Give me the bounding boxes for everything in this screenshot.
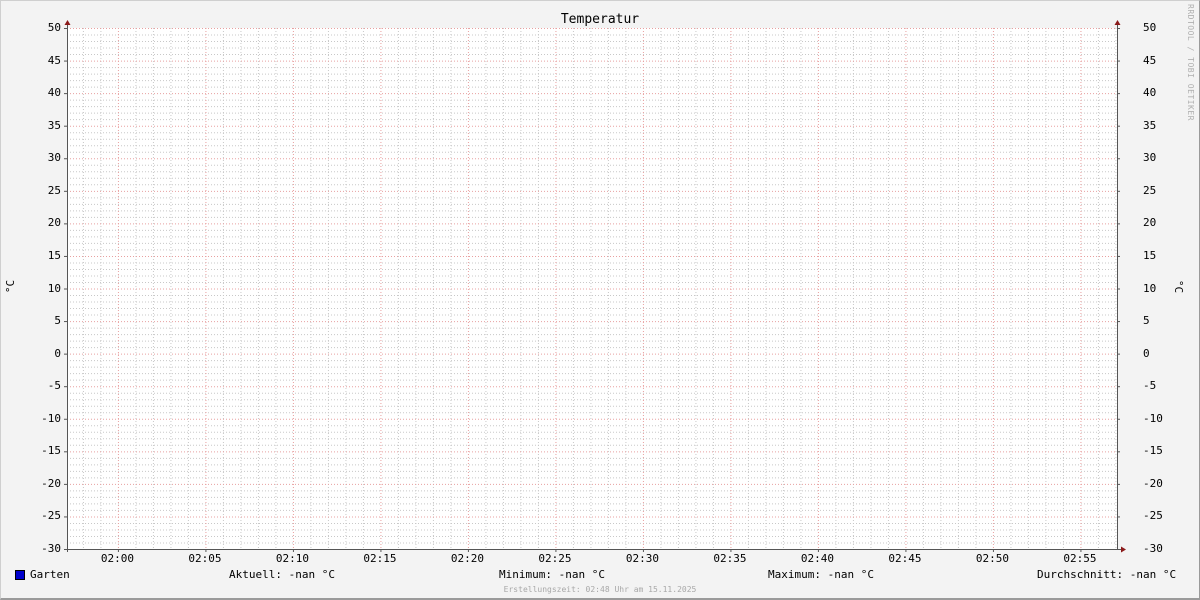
x-tick-label: 02:20 [450, 552, 485, 565]
y-tick-label-left: 5 [54, 314, 61, 328]
y-tick-label-right: 10 [1143, 281, 1157, 295]
y-tick-label-left: -30 [41, 542, 61, 555]
y-tick-label-right: -30 [1143, 542, 1163, 555]
x-tick-label: 02:05 [188, 552, 222, 565]
x-tick-label: 02:35 [713, 552, 747, 565]
legend-average: Durchschnitt: -nan °C [1037, 568, 1177, 581]
x-tick-label: 02:40 [800, 552, 835, 565]
legend-minimum: Minimum: -nan °C [499, 568, 605, 581]
y-tick-label-left: 10 [47, 281, 61, 295]
y-tick-label-left: 30 [47, 151, 61, 165]
y-tick-label-left: 45 [47, 53, 61, 67]
y-tick-label-right: -15 [1143, 444, 1163, 458]
y-tick-label-right: 45 [1143, 53, 1157, 67]
x-tick-label: 02:15 [363, 552, 397, 565]
y-tick-label-left: 20 [47, 216, 61, 230]
y-tick-label-right: 35 [1143, 118, 1157, 132]
y-tick-label-right: 40 [1143, 86, 1157, 100]
legend-current: Aktuell: -nan °C [229, 568, 335, 581]
legend-series-name: Garten [30, 568, 70, 581]
y-axis-right-arrow-icon [1114, 20, 1121, 25]
y-tick-label-left: 15 [47, 248, 61, 262]
y-tick-label-right: -25 [1143, 509, 1163, 523]
y-tick-label-right: 0 [1143, 346, 1150, 360]
y-tick-label-left: 35 [47, 118, 61, 132]
y-axis-label-left: °C [4, 279, 18, 294]
y-tick-label-left: -5 [47, 379, 61, 393]
y-tick-label-right: 5 [1143, 314, 1150, 328]
y-tick-label-right: 20 [1143, 216, 1157, 230]
y-axis-arrow-icon [64, 20, 71, 25]
y-tick-label-left: -25 [41, 509, 61, 523]
x-tick-label: 02:25 [538, 552, 572, 565]
x-tick-label: 02:55 [1063, 552, 1097, 565]
y-tick-label-left: -20 [41, 476, 61, 490]
legend-maximum: Maximum: -nan °C [768, 568, 874, 581]
creation-time: Erstellungszeit: 02:48 Uhr am 15.11.2025 [503, 585, 697, 594]
chart-title: Temperatur [560, 12, 640, 27]
y-tick-label-left: 25 [47, 183, 61, 197]
rrdtool-watermark: RRDTOOL / TOBI OETIKER [1186, 4, 1195, 121]
x-axis-arrow-icon [1121, 546, 1126, 553]
y-tick-label-left: 40 [47, 86, 61, 100]
x-tick-label: 02:00 [100, 552, 135, 565]
y-tick-label-left: 50 [47, 21, 61, 34]
y-tick-label-left: -10 [41, 411, 61, 425]
x-tick-label: 02:10 [275, 552, 310, 565]
y-tick-label-right: 25 [1143, 183, 1157, 197]
x-tick-label: 02:30 [625, 552, 660, 565]
x-tick-label: 02:45 [888, 552, 922, 565]
y-tick-label-right: -10 [1143, 411, 1163, 425]
y-tick-label-right: 15 [1143, 248, 1157, 262]
x-tick-label: 02:50 [975, 552, 1010, 565]
y-tick-label-right: -20 [1143, 476, 1163, 490]
y-tick-label-right: -5 [1143, 379, 1157, 393]
y-tick-label-right: 50 [1143, 21, 1157, 34]
y-axis-label-right: °C [1172, 279, 1186, 294]
legend-swatch-garten [15, 570, 25, 580]
y-tick-label-left: -15 [41, 444, 61, 458]
y-tick-label-right: 30 [1143, 151, 1157, 165]
y-tick-label-left: 0 [54, 346, 61, 360]
